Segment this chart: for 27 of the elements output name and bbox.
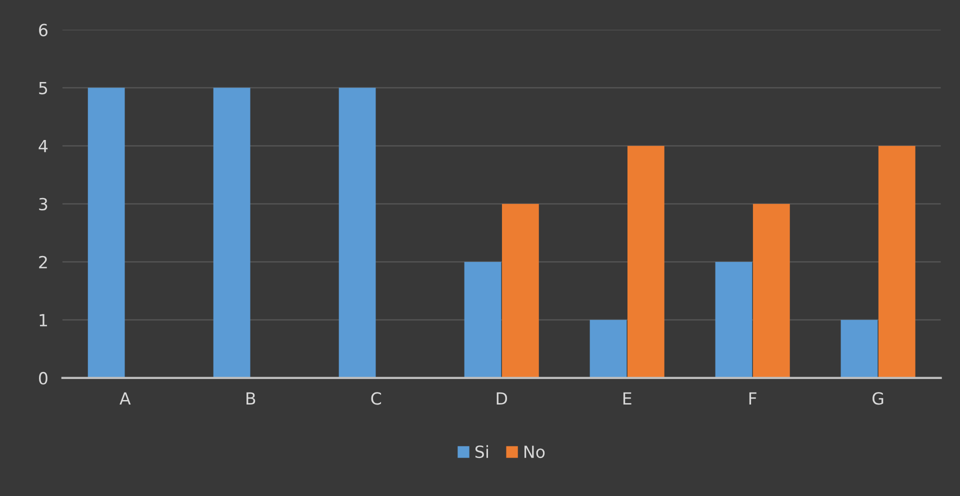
- bar: [752, 204, 790, 378]
- bar: [502, 204, 539, 378]
- x-tick-label: B: [246, 392, 256, 405]
- y-tick-label: 4: [38, 140, 48, 152]
- bar: [627, 146, 664, 378]
- legend-label: Si: [475, 445, 488, 458]
- bar: [213, 88, 250, 378]
- bar: [715, 262, 752, 378]
- bar: [878, 146, 916, 378]
- bar: [88, 88, 125, 378]
- y-tick-label: 5: [39, 82, 48, 94]
- bar: [840, 320, 878, 378]
- bar: [464, 262, 502, 378]
- x-tick-label: A: [120, 392, 131, 405]
- y-tick-label: 6: [39, 24, 48, 36]
- y-tick-label: 2: [39, 256, 47, 268]
- y-tick-label: 1: [40, 314, 47, 326]
- bar: [338, 88, 376, 378]
- x-tick-label: D: [496, 392, 508, 405]
- legend-label: No: [524, 446, 545, 458]
- x-tick-label: G: [872, 392, 884, 405]
- x-tick-label: E: [623, 392, 632, 405]
- bar: [590, 320, 627, 378]
- x-tick-label: C: [371, 392, 382, 405]
- y-tick-label: 3: [39, 198, 48, 210]
- x-tick-label: F: [749, 392, 756, 405]
- y-tick-label: 0: [39, 372, 48, 385]
